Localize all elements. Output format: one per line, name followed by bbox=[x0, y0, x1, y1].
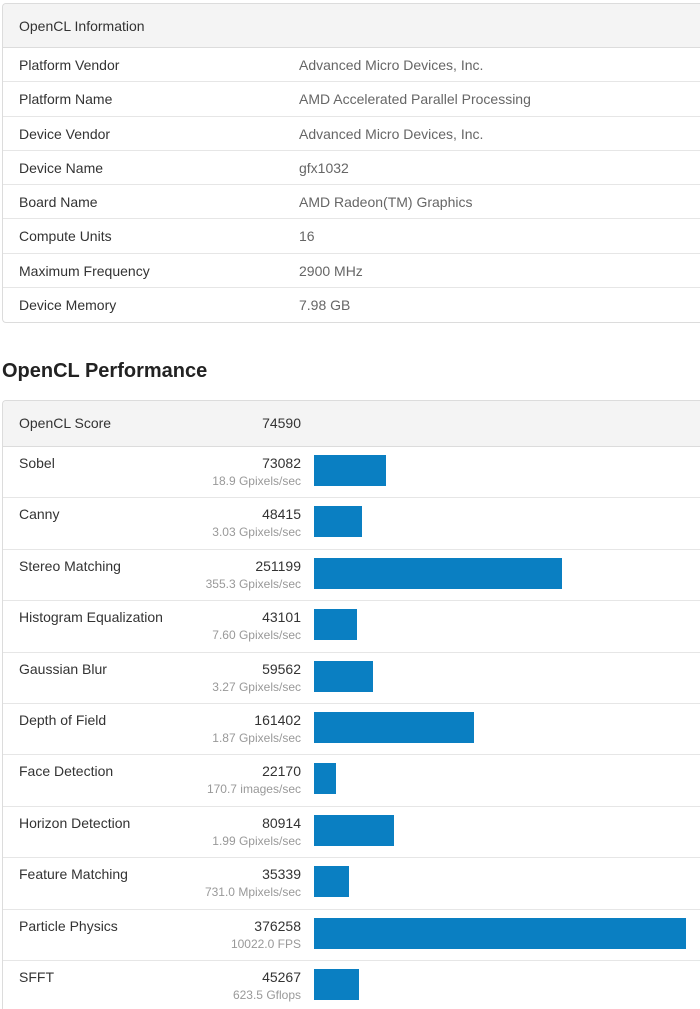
benchmark-name: Histogram Equalization bbox=[19, 609, 163, 626]
info-value: AMD Accelerated Parallel Processing bbox=[299, 91, 531, 108]
benchmark-name: Horizon Detection bbox=[19, 814, 131, 831]
info-key: Device Name bbox=[19, 159, 104, 176]
info-key: Maximum Frequency bbox=[19, 262, 150, 279]
info-row: Platform Vendor Advanced Micro Devices, I… bbox=[3, 48, 700, 83]
info-value: 7.98 GB bbox=[299, 296, 351, 313]
info-key: Board Name bbox=[19, 194, 98, 210]
benchmark-unit: 355.3 Gpixels/sec bbox=[205, 576, 301, 591]
perf-overall-row: OpenCL Score 74590 bbox=[3, 401, 700, 447]
benchmark-score: 22170 bbox=[262, 763, 301, 780]
benchmark-score: 161402 bbox=[254, 711, 301, 728]
benchmark-score: 45267 bbox=[262, 968, 301, 985]
benchmark-row: Depth of Field 161402 1.87 Gpixels/sec bbox=[3, 704, 700, 756]
info-value: 2900 MHz bbox=[299, 262, 363, 279]
overall-label: OpenCL Score bbox=[19, 415, 112, 431]
benchmark-row: Gaussian Blur 59562 3.27 Gpixels/sec bbox=[3, 653, 700, 704]
info-key: Device Memory bbox=[19, 296, 117, 313]
benchmark-unit: 1.99 Gpixels/sec bbox=[212, 833, 301, 848]
benchmark-bar bbox=[314, 557, 563, 589]
benchmark-unit: 1.87 Gpixels/sec bbox=[212, 730, 301, 745]
benchmark-name: Face Detection bbox=[19, 763, 114, 780]
info-key: Compute Units bbox=[19, 228, 112, 245]
benchmark-score: 35339 bbox=[262, 866, 301, 883]
info-row: Maximum Frequency 2900 MHz bbox=[3, 254, 700, 288]
info-row: Device Vendor Advanced Micro Devices, Inc… bbox=[3, 117, 700, 151]
info-row: Device Name gfx1032 bbox=[3, 151, 700, 185]
info-row: Device Memory 7.98 GB bbox=[3, 288, 700, 322]
benchmark-row: Canny 48415 3.03 Gpixels/sec bbox=[3, 498, 700, 550]
perf-rows: Sobel 73082 18.9 Gpixels/sec Canny 48415 3.03… bbox=[3, 447, 700, 1009]
info-table-header: OpenCL Information bbox=[3, 4, 700, 48]
benchmark-bar bbox=[314, 506, 362, 538]
benchmark-score: 43101 bbox=[262, 609, 301, 626]
benchmark-name: Stereo Matching bbox=[19, 557, 121, 574]
benchmark-row: Face Detection 22170 170.7 images/sec bbox=[3, 755, 700, 807]
info-value: AMD Radeon(TM) Graphics bbox=[299, 194, 473, 210]
benchmark-unit: 10022.0 FPS bbox=[230, 936, 301, 951]
benchmark-name: Depth of Field bbox=[19, 711, 107, 728]
overall-score: 74590 bbox=[262, 415, 301, 431]
benchmark-row: Particle Physics 376258 10022.0 FPS bbox=[3, 910, 700, 961]
benchmark-score: 59562 bbox=[262, 660, 301, 677]
benchmark-name: Sobel bbox=[19, 455, 55, 471]
benchmark-name: Gaussian Blur bbox=[19, 660, 107, 677]
benchmark-name: SFFT bbox=[19, 968, 54, 985]
opencl-information-table: OpenCL Information Platform Vendor Advanc… bbox=[2, 3, 700, 323]
info-value: 16 bbox=[299, 228, 315, 245]
benchmark-row: Sobel 73082 18.9 Gpixels/sec bbox=[3, 447, 700, 499]
info-row: Board Name AMD Radeon(TM) Graphics bbox=[3, 185, 700, 220]
benchmark-unit: 3.27 Gpixels/sec bbox=[212, 679, 301, 694]
benchmark-bar bbox=[314, 814, 394, 846]
section-title: OpenCL Performance bbox=[2, 360, 208, 382]
benchmark-score: 73082 bbox=[262, 455, 301, 471]
info-rows: Platform Vendor Advanced Micro Devices, I… bbox=[3, 48, 700, 322]
benchmark-row: Horizon Detection 80914 1.99 Gpixels/sec bbox=[3, 807, 700, 859]
benchmark-bar bbox=[314, 866, 349, 898]
benchmark-bar bbox=[314, 711, 474, 743]
info-value: gfx1032 bbox=[299, 159, 349, 176]
benchmark-bar bbox=[314, 968, 359, 1000]
benchmark-name: Feature Matching bbox=[19, 866, 128, 883]
benchmark-score: 80914 bbox=[262, 814, 301, 831]
info-row: Platform Name AMD Accelerated Parallel Pr… bbox=[3, 82, 700, 117]
info-value: Advanced Micro Devices, Inc. bbox=[299, 57, 484, 73]
benchmark-unit: 7.60 Gpixels/sec bbox=[212, 628, 301, 643]
benchmark-score: 251199 bbox=[255, 557, 301, 574]
info-row: Compute Units 16 bbox=[3, 219, 700, 254]
benchmark-bar bbox=[314, 763, 336, 795]
benchmark-row: SFFT 45267 623.5 Gflops bbox=[3, 961, 700, 1009]
benchmark-row: Stereo Matching 251199 355.3 Gpixels/sec bbox=[3, 550, 700, 602]
benchmark-bar bbox=[314, 609, 357, 641]
benchmark-name: Particle Physics bbox=[19, 917, 118, 934]
benchmark-score: 48415 bbox=[262, 506, 301, 523]
opencl-performance-table: OpenCL Score 74590 Sobel 73082 18.9 Gpixel… bbox=[2, 400, 700, 1009]
benchmark-unit: 170.7 images/sec bbox=[206, 782, 301, 797]
info-key: Platform Name bbox=[19, 91, 113, 108]
info-value: Advanced Micro Devices, Inc. bbox=[299, 125, 484, 142]
benchmark-row: Histogram Equalization 43101 7.60 Gpixels/… bbox=[3, 601, 700, 653]
benchmark-score: 376258 bbox=[254, 917, 301, 934]
benchmark-bar bbox=[314, 455, 387, 486]
benchmark-unit: 18.9 Gpixels/sec bbox=[212, 474, 301, 488]
benchmark-unit: 3.03 Gpixels/sec bbox=[212, 525, 301, 540]
info-key: Platform Vendor bbox=[19, 57, 120, 73]
benchmark-name: Canny bbox=[19, 506, 60, 523]
info-key: Device Vendor bbox=[19, 125, 111, 142]
benchmark-bar bbox=[314, 917, 686, 949]
benchmark-row: Feature Matching 35339 731.0 Mpixels/sec bbox=[3, 858, 700, 910]
benchmark-bar bbox=[314, 660, 373, 692]
benchmark-unit: 623.5 Gflops bbox=[232, 987, 301, 1002]
benchmark-unit: 731.0 Mpixels/sec bbox=[204, 885, 301, 900]
